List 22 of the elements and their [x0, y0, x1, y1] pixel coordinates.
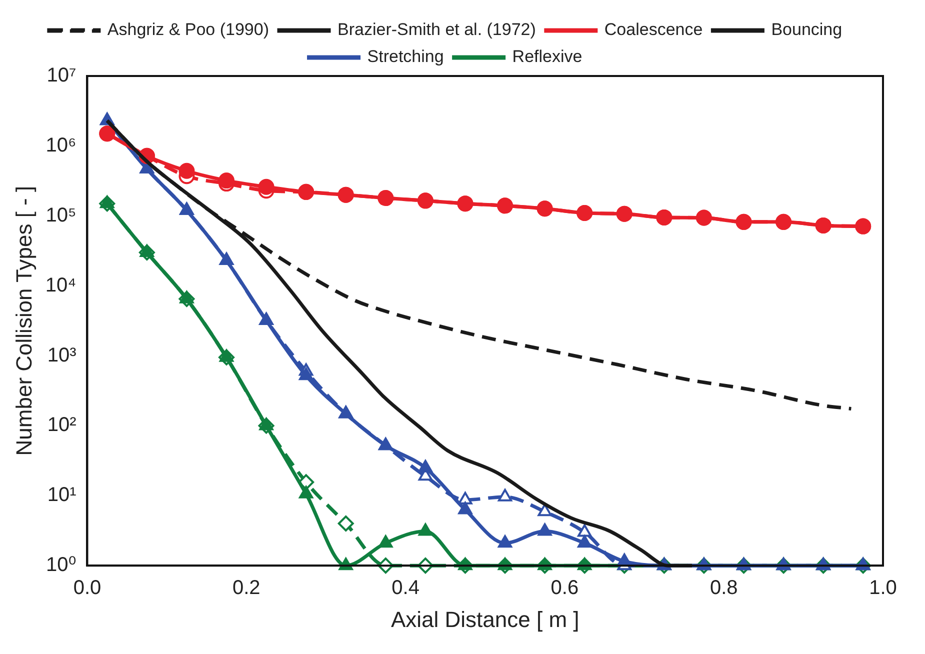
legend-label: Ashgriz & Poo (1990)	[107, 20, 270, 40]
legend-label: Stretching	[367, 47, 444, 66]
x-tick-label: 1.0	[869, 577, 897, 600]
y-tick-label: 10¹	[47, 484, 77, 506]
y-tick-label: 10⁷	[46, 64, 76, 87]
x-tick-label: 0.2	[232, 577, 260, 600]
y-tick-label: 10⁴	[45, 274, 76, 296]
legend-label: Brazier-Smith et al. (1972)	[338, 20, 536, 40]
x-axis-title: Axial Distance [ m ]	[390, 606, 580, 632]
y-tick-label: 10⁶	[46, 134, 76, 156]
x-tick-label: 0.8	[710, 577, 738, 600]
legend-label: Reflexive	[512, 47, 582, 66]
y-axis-title: Number Collision Types [ - ]	[11, 186, 36, 456]
y-tick-label: 10⁵	[46, 204, 76, 226]
x-tick-label: 0.6	[550, 577, 579, 600]
y-tick-label: 10³	[47, 344, 77, 366]
x-tick-label: 0.0	[73, 577, 102, 600]
x-tick-label: 0.4	[392, 577, 420, 600]
legend-label: Coalescence	[604, 20, 703, 40]
legend-label: Bouncing	[771, 20, 842, 40]
y-tick-label: 10²	[47, 414, 77, 436]
y-tick-label: 10⁰	[46, 554, 76, 576]
